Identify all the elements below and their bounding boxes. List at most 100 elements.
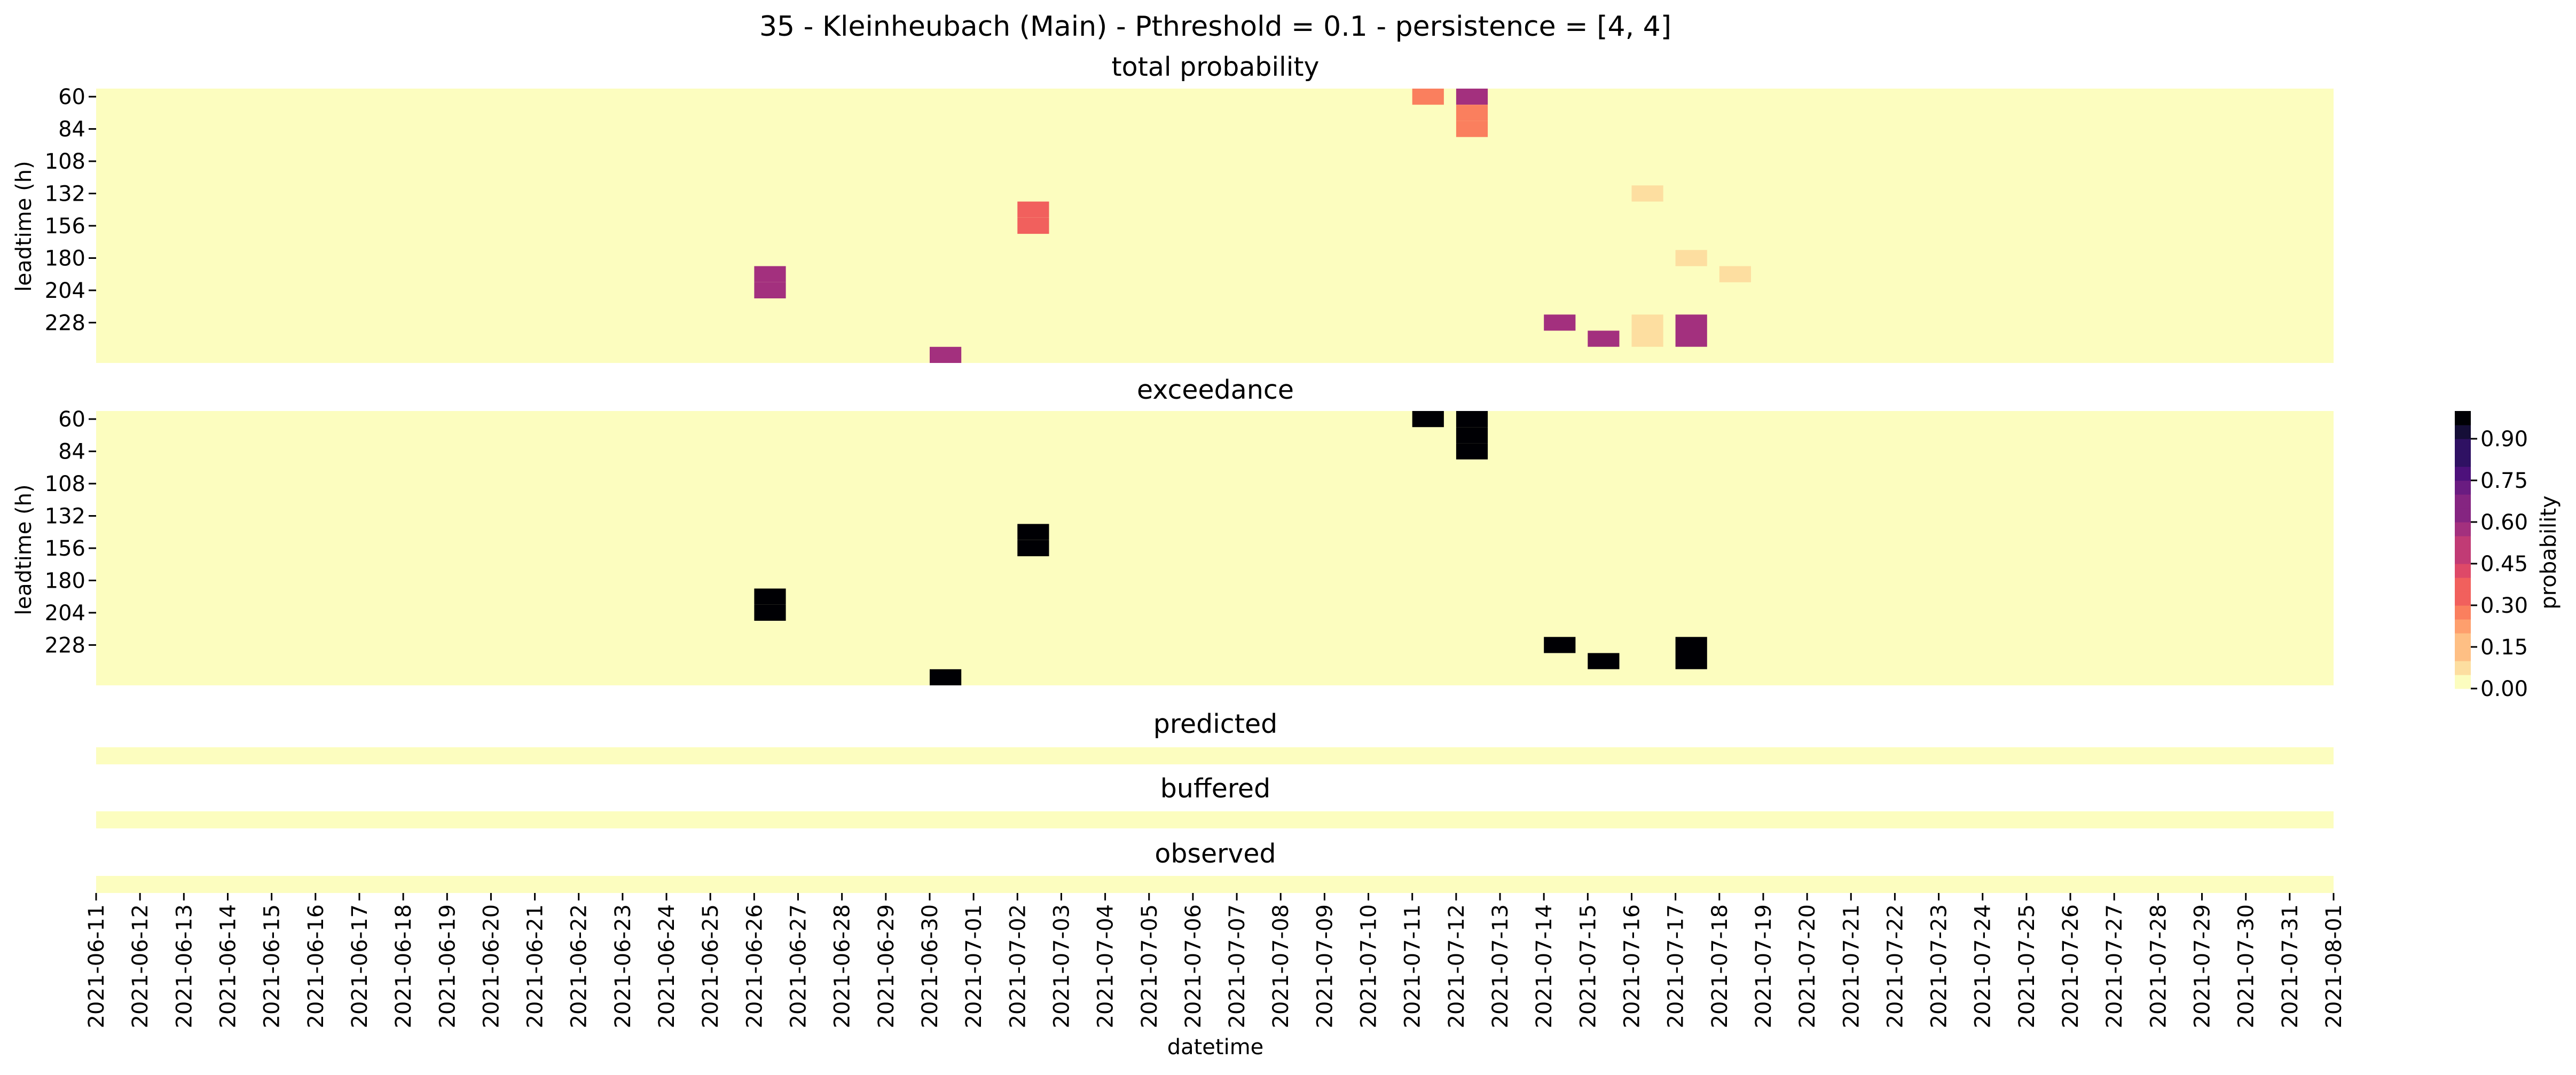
heatmap-strip-buffered bbox=[96, 811, 2334, 828]
panel-predicted: predicted bbox=[96, 709, 2334, 764]
panel-title-total-probability: total probability bbox=[1111, 52, 1319, 82]
x-tick-label: 2021-07-11 bbox=[1401, 904, 1425, 1028]
x-tick-label: 2021-06-19 bbox=[435, 904, 460, 1028]
panel-exceedance: exceedance leadtime (h) 60 84 108 132 156 180… bbox=[12, 375, 2334, 685]
heatmap-cell bbox=[1631, 330, 1663, 347]
x-tick-label: 2021-07-21 bbox=[1839, 904, 1864, 1028]
x-tick-label: 2021-07-14 bbox=[1532, 904, 1557, 1028]
colorbar: 0.00 0.15 0.30 0.45 0.60 0.75 0.90 bbox=[2455, 411, 2528, 701]
x-tick-label: 2021-07-13 bbox=[1488, 904, 1513, 1028]
heatmap-cell bbox=[1544, 314, 1576, 331]
y-tick-label: 156 bbox=[45, 536, 85, 561]
x-tick-label: 2021-06-30 bbox=[918, 904, 943, 1028]
y-tick-label: 132 bbox=[45, 504, 85, 529]
x-tick-label: 2021-07-09 bbox=[1313, 904, 1337, 1028]
x-axis-label: datetime bbox=[1167, 1035, 1264, 1060]
x-tick-label: 2021-07-26 bbox=[2059, 904, 2083, 1028]
colorbar-segment bbox=[2455, 605, 2471, 620]
colorbar-label: probability bbox=[2536, 495, 2561, 609]
x-tick-label: 2021-08-01 bbox=[2322, 904, 2346, 1028]
colorbar-segment bbox=[2455, 536, 2471, 550]
colorbar-tick-label: 0.30 bbox=[2480, 594, 2528, 618]
y-axis-label-total-probability: leadtime (h) bbox=[12, 161, 36, 291]
heatmap-cell bbox=[1675, 250, 1707, 266]
y-tick-label: 180 bbox=[45, 246, 85, 271]
colorbar-tick-label: 0.15 bbox=[2480, 635, 2528, 660]
heatmap-background-total-probability bbox=[96, 89, 2334, 363]
y-ticks-total-probability: 60 84 108 132 156 180 204 228 bbox=[45, 85, 96, 335]
x-tick-label: 2021-07-29 bbox=[2190, 904, 2215, 1028]
x-tick-label: 2021-07-02 bbox=[1006, 904, 1030, 1028]
heatmap-cell bbox=[1675, 314, 1707, 331]
x-tick-label: 2021-06-20 bbox=[479, 904, 504, 1028]
heatmap-cell bbox=[754, 266, 786, 282]
heatmap-cell bbox=[1456, 121, 1488, 137]
y-tick-label: 108 bbox=[45, 149, 85, 174]
x-tick-label: 2021-07-08 bbox=[1269, 904, 1293, 1028]
x-tick-label: 2021-07-07 bbox=[1225, 904, 1250, 1028]
heatmap-cell bbox=[1456, 105, 1488, 121]
heatmap-strip-predicted bbox=[96, 747, 2334, 764]
y-tick-label: 60 bbox=[58, 85, 85, 109]
panel-title-observed: observed bbox=[1155, 839, 1276, 869]
heatmap-cell bbox=[930, 669, 962, 685]
heatmap-cell bbox=[1675, 637, 1707, 653]
x-tick-label: 2021-06-15 bbox=[260, 904, 285, 1028]
heatmap-cell bbox=[1412, 411, 1444, 428]
panel-buffered: buffered bbox=[96, 773, 2334, 828]
y-tick-label: 132 bbox=[45, 182, 85, 207]
heatmap-cell bbox=[1588, 653, 1620, 669]
y-ticks-exceedance: 60 84 108 132 156 180 204 228 bbox=[45, 407, 96, 658]
heatmap-cell bbox=[1719, 266, 1751, 282]
colorbar-segment bbox=[2455, 494, 2471, 509]
y-axis-label-exceedance: leadtime (h) bbox=[12, 484, 36, 615]
heatmap-strip-observed bbox=[96, 876, 2334, 893]
x-tick-label: 2021-07-28 bbox=[2146, 904, 2171, 1028]
colorbar-segment bbox=[2455, 467, 2471, 481]
x-tick-label: 2021-07-27 bbox=[2102, 904, 2127, 1028]
heatmap-cell bbox=[754, 588, 786, 605]
colorbar-segment bbox=[2455, 647, 2471, 661]
x-tick-label: 2021-06-26 bbox=[742, 904, 767, 1028]
colorbar-segment bbox=[2455, 633, 2471, 647]
heatmap-cell bbox=[1017, 524, 1049, 540]
figure-title: 35 - Kleinheubach (Main) - Pthreshold = … bbox=[759, 11, 1671, 43]
colorbar-tick-label: 0.45 bbox=[2480, 552, 2528, 576]
x-tick-label: 2021-07-16 bbox=[1620, 904, 1645, 1028]
x-tick-label: 2021-06-27 bbox=[787, 904, 811, 1028]
panel-total-probability: total probability leadtime (h) 60 84 108 13… bbox=[12, 52, 2334, 363]
x-tick-label: 2021-07-17 bbox=[1664, 904, 1688, 1028]
x-tick-label: 2021-06-23 bbox=[611, 904, 635, 1028]
heatmap-cell bbox=[1456, 411, 1488, 428]
y-tick-label: 228 bbox=[45, 633, 85, 658]
heatmap-cell bbox=[1017, 201, 1049, 218]
colorbar-tick-label: 0.60 bbox=[2480, 510, 2528, 535]
x-tick-label: 2021-07-31 bbox=[2278, 904, 2303, 1028]
heatmap-cell bbox=[1456, 427, 1488, 444]
y-tick-label: 228 bbox=[45, 311, 85, 335]
x-tick-label: 2021-06-29 bbox=[874, 904, 899, 1028]
x-tick-label: 2021-06-28 bbox=[830, 904, 855, 1028]
heatmap-cell bbox=[1675, 653, 1707, 669]
panel-title-buffered: buffered bbox=[1160, 773, 1270, 804]
x-tick-label: 2021-06-22 bbox=[567, 904, 592, 1028]
panel-title-exceedance: exceedance bbox=[1137, 375, 1294, 405]
colorbar-segment bbox=[2455, 661, 2471, 675]
colorbar-tick-label: 0.90 bbox=[2480, 427, 2528, 452]
heatmap-cell bbox=[1544, 637, 1576, 653]
colorbar-segment bbox=[2455, 480, 2471, 495]
y-tick-label: 60 bbox=[58, 407, 85, 432]
heatmap-cells-total-probability bbox=[754, 89, 1751, 363]
panel-title-predicted: predicted bbox=[1153, 709, 1277, 739]
colorbar-segment bbox=[2455, 453, 2471, 467]
x-tick-label: 2021-07-23 bbox=[1927, 904, 1952, 1028]
colorbar-segment bbox=[2455, 564, 2471, 578]
x-tick-label: 2021-07-22 bbox=[1883, 904, 1907, 1028]
heatmap-background-exceedance bbox=[96, 411, 2334, 685]
x-tick-label: 2021-06-12 bbox=[128, 904, 153, 1028]
x-tick-label: 2021-06-24 bbox=[655, 904, 679, 1028]
heatmap-cell bbox=[1456, 443, 1488, 460]
colorbar-segment bbox=[2455, 439, 2471, 453]
heatmap-cell bbox=[1675, 330, 1707, 347]
